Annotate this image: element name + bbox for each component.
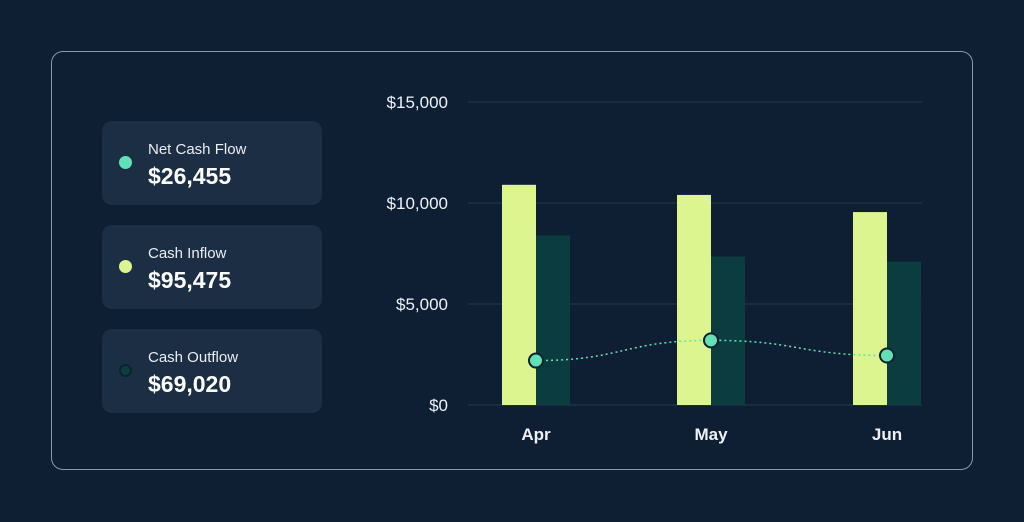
cash-inflow-label: Cash Inflow: [148, 245, 227, 262]
x-tick-label: Jun: [872, 425, 902, 444]
net-cash-flow-label: Net Cash Flow: [148, 141, 247, 158]
cash-outflow-label: Cash Outflow: [148, 349, 239, 366]
y-tick-label: $10,000: [387, 194, 448, 213]
cash-outflow-bar: [711, 256, 745, 405]
x-tick-label: Apr: [521, 425, 551, 444]
cash-outflow-bar: [536, 235, 570, 405]
net-cash-flow-point: [879, 347, 895, 364]
cash-inflow-bar: [677, 194, 711, 405]
net-cash-flow-dot: [119, 156, 132, 169]
cash-inflow-bar: [853, 212, 887, 405]
cash-outflow-value: $69,020: [148, 371, 232, 397]
net-cash-flow-value: $26,455: [148, 163, 232, 189]
cash-outflow-card: Cash Outflow $69,020: [102, 329, 322, 413]
net-cash-flow-point: [703, 332, 719, 349]
y-tick-label: $15,000: [387, 93, 448, 112]
cash-outflow-bar: [887, 261, 921, 405]
y-tick-label: $0: [429, 396, 448, 415]
x-tick-label: May: [694, 425, 728, 444]
cash-inflow-bar: [502, 184, 536, 405]
cash-inflow-card: Cash Inflow $95,475: [102, 225, 322, 309]
net-cash-flow-point: [528, 352, 544, 369]
cash-inflow-value: $95,475: [148, 267, 232, 293]
cash-outflow-dot: [119, 364, 132, 377]
summary-legend: Net Cash Flow $26,455 Cash Inflow $95,47…: [102, 121, 322, 433]
cash-inflow-dot: [119, 260, 132, 273]
chart-panel: [51, 51, 973, 470]
net-cash-flow-card: Net Cash Flow $26,455: [102, 121, 322, 205]
y-tick-label: $5,000: [396, 295, 448, 314]
